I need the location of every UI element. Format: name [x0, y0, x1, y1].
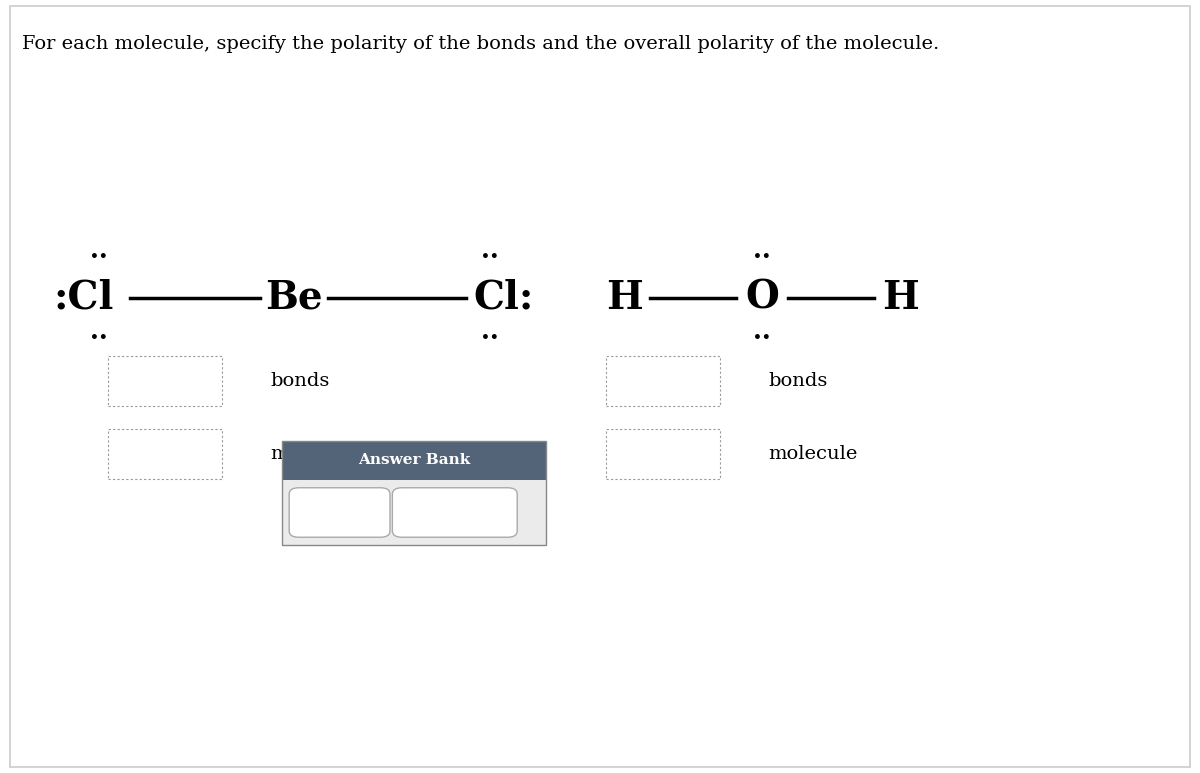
Text: bonds: bonds — [768, 372, 827, 390]
Text: bonds: bonds — [270, 372, 329, 390]
Bar — [606, 356, 720, 406]
Text: polar: polar — [318, 504, 361, 521]
Bar — [606, 429, 720, 479]
Text: H: H — [606, 278, 642, 317]
Text: O: O — [745, 278, 779, 317]
Text: molecule: molecule — [768, 445, 857, 463]
Text: Answer Bank: Answer Bank — [358, 454, 470, 468]
Text: ••: •• — [90, 250, 107, 264]
Text: ••: •• — [90, 331, 107, 345]
Bar — [108, 429, 222, 479]
Text: molecule: molecule — [270, 445, 359, 463]
Bar — [108, 356, 222, 406]
Text: For each molecule, specify the polarity of the bonds and the overall polarity of: For each molecule, specify the polarity … — [22, 35, 938, 53]
Text: Cl:: Cl: — [474, 278, 534, 317]
Text: ••: •• — [754, 331, 770, 345]
Text: Be: Be — [265, 278, 323, 317]
FancyBboxPatch shape — [392, 488, 517, 537]
Text: H: H — [882, 278, 918, 317]
Text: nonpolar: nonpolar — [418, 504, 492, 521]
Bar — [282, 441, 546, 480]
Bar — [282, 480, 546, 545]
Text: ••: •• — [754, 250, 770, 264]
FancyBboxPatch shape — [289, 488, 390, 537]
Text: :Cl: :Cl — [54, 278, 114, 317]
Text: ••: •• — [481, 331, 498, 345]
Bar — [282, 441, 546, 545]
Text: ••: •• — [481, 250, 498, 264]
